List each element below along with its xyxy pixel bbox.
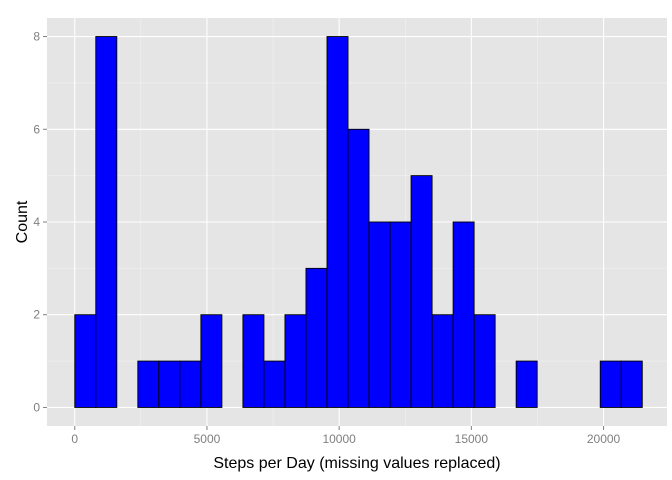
y-tick-label: 2 [33, 308, 40, 322]
histogram-bar [200, 314, 223, 408]
histogram-bar [620, 360, 643, 408]
y-axis-ticks: 0 2 4 6 8 [33, 30, 47, 414]
histogram-bar [452, 221, 475, 408]
histogram-bar [95, 36, 118, 408]
histogram-bar [179, 360, 202, 408]
x-tick-label: 0 [71, 432, 78, 446]
histogram-bar [137, 360, 160, 408]
histogram-bar [515, 360, 538, 408]
histogram-bar [242, 314, 265, 408]
x-tick-label: 5000 [194, 432, 221, 446]
histogram-bar [74, 314, 97, 408]
x-axis-ticks: 0 5000 10000 15000 20000 [71, 426, 621, 446]
histogram-bar [368, 221, 391, 408]
x-tick-label: 20000 [587, 432, 621, 446]
histogram-bar [326, 36, 349, 408]
histogram-bar [263, 360, 286, 408]
histogram-bar [158, 360, 181, 408]
histogram-bar [305, 267, 328, 408]
histogram-bar [431, 314, 454, 408]
histogram-bar [599, 360, 622, 408]
bars [74, 36, 643, 408]
y-tick-label: 0 [33, 400, 40, 414]
x-tick-label: 10000 [322, 432, 356, 446]
y-tick-label: 4 [33, 215, 40, 229]
x-tick-label: 15000 [455, 432, 489, 446]
histogram-bar [410, 175, 433, 408]
histogram-bar [347, 128, 370, 408]
histogram-bar [284, 314, 307, 408]
y-axis-title: Count [14, 200, 31, 243]
histogram-bar [473, 314, 496, 408]
y-tick-label: 6 [33, 122, 40, 136]
histogram-bar [389, 221, 412, 408]
x-axis-title: Steps per Day (missing values replaced) [213, 455, 500, 472]
y-tick-label: 8 [33, 30, 40, 44]
